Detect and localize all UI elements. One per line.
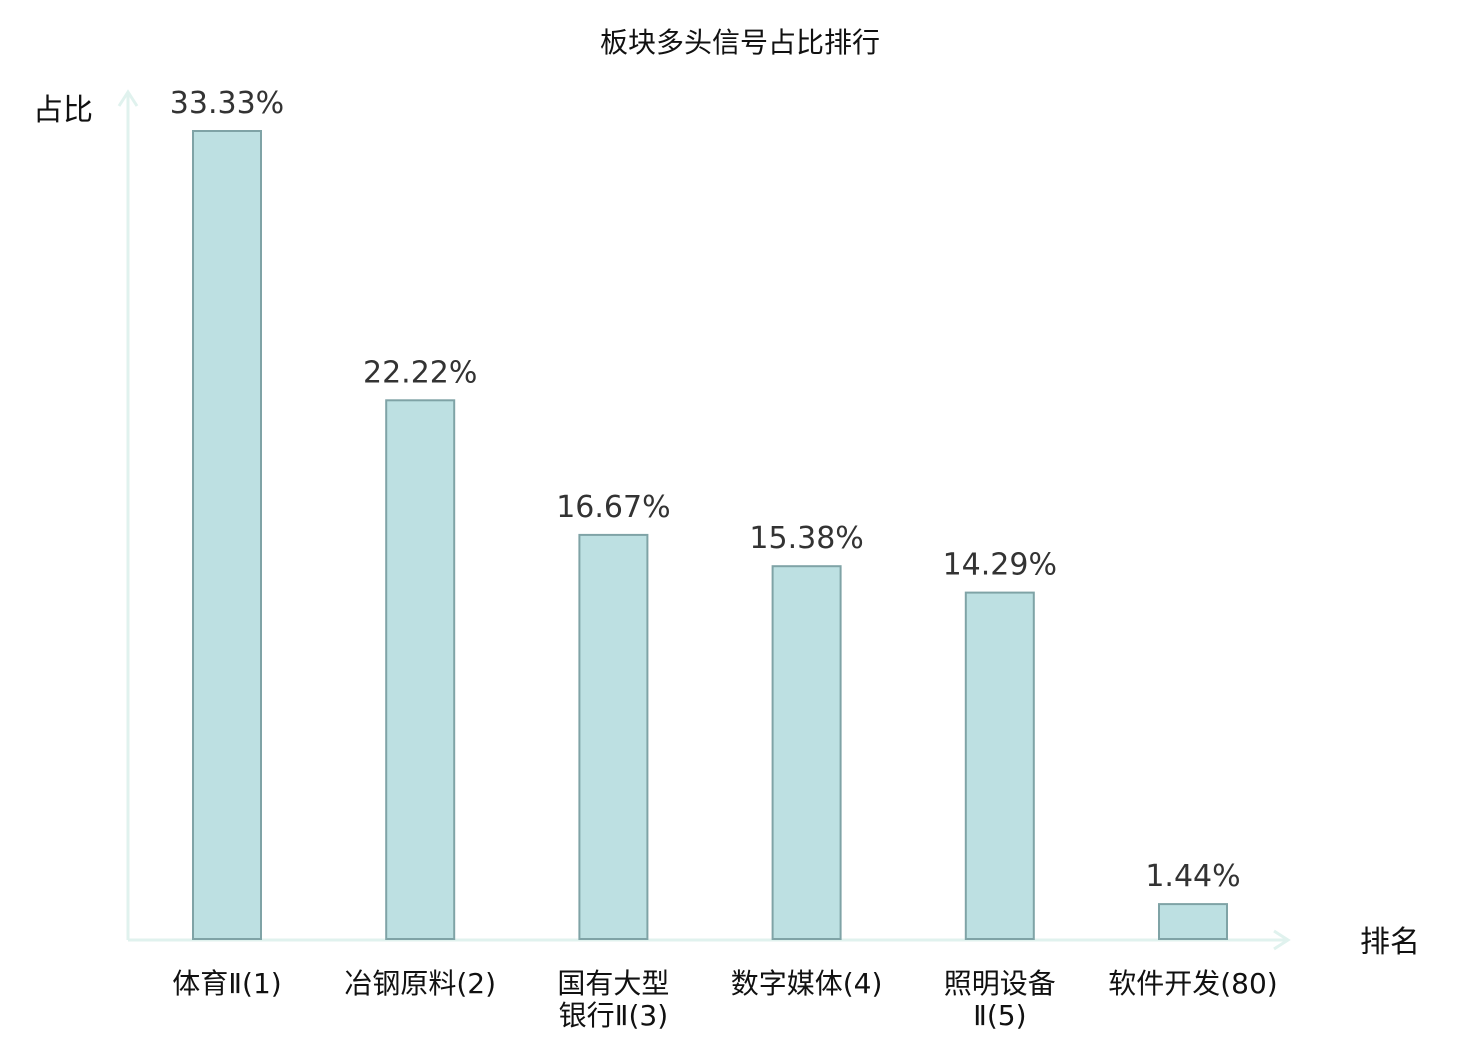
category-label: 银行Ⅱ(3) <box>559 999 668 1032</box>
y-axis-label: 占比 <box>33 93 93 128</box>
bar-value-label: 16.67% <box>556 490 670 525</box>
bar-value-label: 22.22% <box>363 355 477 390</box>
bar <box>385 399 456 940</box>
category-label: Ⅱ(5) <box>973 999 1026 1032</box>
bar <box>771 565 842 940</box>
bar <box>192 130 262 940</box>
x-axis-arrow <box>1273 929 1291 951</box>
bar <box>1158 903 1228 940</box>
category-label: 体育Ⅱ(1) <box>172 967 281 1000</box>
x-axis-label: 排名 <box>1360 925 1420 960</box>
y-axis <box>117 89 139 940</box>
bar <box>964 591 1035 940</box>
bar-value-label: 33.33% <box>170 86 284 121</box>
category-label: 国有大型 <box>557 967 669 1000</box>
bar-value-label: 15.38% <box>749 521 863 556</box>
x-axis <box>128 929 1291 951</box>
category-label: 冶钢原料(2) <box>344 967 496 1000</box>
bar-value-label: 1.44% <box>1145 859 1240 894</box>
bar-value-label: 14.29% <box>943 548 1057 583</box>
category-label: 软件开发(80) <box>1108 967 1277 1000</box>
category-label: 照明设备 <box>944 967 1056 1000</box>
chart-title: 板块多头信号占比排行 <box>600 26 880 59</box>
value-labels-group: 33.33% 22.22% 16.67% 15.38% 14.29% 1.44% <box>170 86 1241 894</box>
bars-group <box>192 130 1228 941</box>
bar <box>578 533 649 941</box>
category-label: 数字媒体(4) <box>731 967 883 1000</box>
y-axis-arrow <box>117 89 139 107</box>
